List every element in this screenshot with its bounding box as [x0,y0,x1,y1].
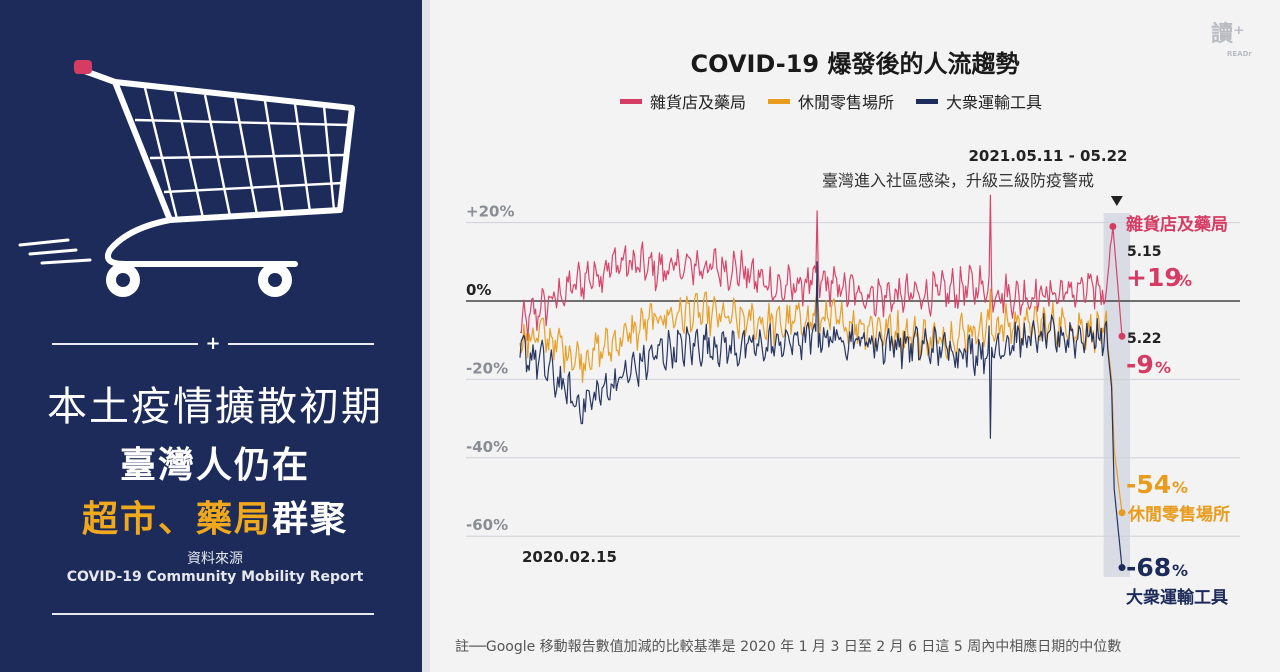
source-name: COVID-19 Community Mobility Report [66,569,364,585]
headline-line1: 本土疫情擴散初期 [47,384,383,430]
annotation-percent-sign: % [1155,358,1171,377]
footnote: 註──Google 移動報告數值加減的比較基準是 2020 年 1 月 3 日至… [455,639,1122,655]
series-line-transit [519,261,1123,568]
source-label: 資料來源 [187,551,243,567]
annotation-percent-sign: % [1176,271,1192,290]
plus-mark: + [205,333,221,354]
divider-line-left [52,343,198,345]
y-tick-label: -20% [466,359,508,377]
annotation-grocery-515-value: +19 [1126,263,1182,292]
panel-divider [422,0,430,672]
divider-line-bottom [52,613,374,615]
headline-rest: 群聚 [272,499,349,540]
event-date-range: 2021.05.11 - 05.22 [968,147,1127,165]
y-tick-label: -60% [466,516,508,534]
annotation-percent-sign: % [1172,561,1188,580]
annotation-retail-value: -54 [1126,470,1171,499]
event-description: 臺灣進入社區感染，升級三級防疫警戒 [822,171,1094,190]
legend-label-retail: 休閒零售場所 [798,93,895,112]
marker-retail-522 [1118,509,1126,517]
annotation-transit-value: -68 [1126,553,1171,582]
annotation-grocery-label: 雜貨店及藥局 [1126,214,1228,235]
legend-swatch-grocery [620,98,642,104]
annotation-transit-label: 大衆運輸工具 [1126,587,1228,608]
legend-item-retail: 休閒零售場所 [768,89,894,113]
marker-transit-522 [1118,564,1126,572]
shopping-cart-icon [18,60,355,297]
headline-highlight: 超市、藥局 [81,499,272,540]
left-panel [0,0,430,672]
y-tick-label: +20% [466,203,514,221]
legend-swatch-retail [768,98,791,104]
readr-logo-sub: READr [1227,50,1252,58]
series-line-grocery [519,194,1123,341]
annotation-percent-sign: % [1172,478,1188,497]
annotation-grocery-522-value: -9 [1126,350,1154,379]
x-start-label: 2020.02.15 [522,548,617,566]
legend-item-grocery: 雜貨店及藥局 [620,89,746,113]
legend: 雜貨店及藥局 休閒零售場所 大衆運輸工具 [620,89,1042,113]
legend-swatch-transit [916,98,939,104]
legend-label-grocery: 雜貨店及藥局 [650,93,747,112]
event-arrow-icon [1110,196,1123,206]
annotation-date-515: 5.15 [1127,244,1162,260]
headline-line2: 臺灣人仍在 [119,445,310,486]
annotation-date-522: 5.22 [1127,331,1162,347]
readr-logo: 讀⁺ [1211,22,1245,47]
marker-grocery-515 [1109,223,1117,231]
headline-line3: 超市、藥局群聚 [0,490,430,542]
divider-line-right [228,343,374,345]
marker-grocery-522 [1118,332,1126,340]
y-tick-label: 0% [466,281,491,299]
series-line-retail [519,288,1123,513]
legend-item-transit: 大衆運輸工具 [916,89,1042,113]
y-tick-label: -40% [466,438,508,456]
annotation-retail-label: 休閒零售場所 [1127,504,1230,525]
legend-label-transit: 大衆運輸工具 [946,93,1043,112]
chart-title: COVID-19 爆發後的人流趨勢 [690,50,1020,78]
